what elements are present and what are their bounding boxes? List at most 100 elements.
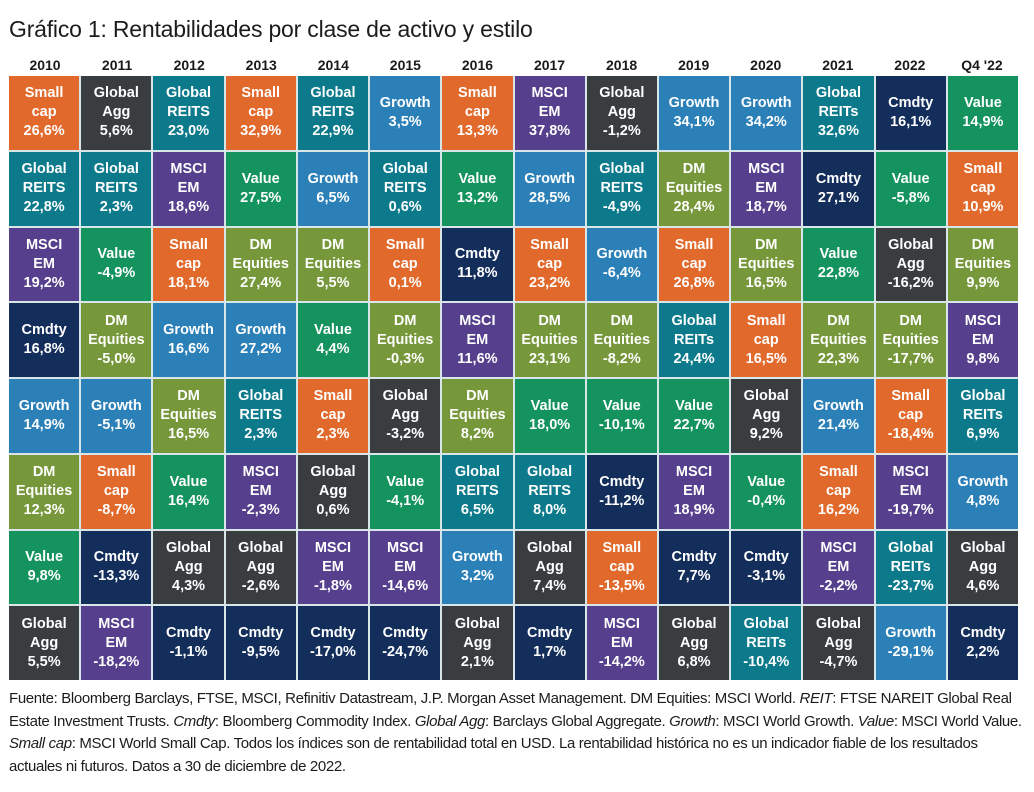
asset-label: Cmdty [21, 322, 67, 339]
return-cell: Growth 27,2% [225, 303, 296, 377]
asset-label: Value [458, 170, 497, 187]
return-cell: Global Agg 9,2% [731, 379, 802, 453]
return-cell: Value 13,2% [442, 151, 513, 226]
asset-label: Value [25, 549, 64, 566]
return-value: 18,9% [673, 502, 715, 519]
return-value: -3,1% [747, 568, 786, 585]
return-value: 2,3% [244, 426, 278, 443]
return-value: 16,2% [817, 502, 860, 519]
asset-label: Growth [813, 397, 864, 414]
return-value: -16,2% [887, 274, 934, 291]
return-cell: Global Agg 4,6% [947, 530, 1018, 605]
column-header: Q4 '22 [961, 57, 1003, 73]
return-value: 24,4% [673, 350, 715, 367]
return-value: -8,2% [602, 350, 641, 367]
asset-label: Cmdty [960, 625, 1006, 642]
return-value: 32,9% [240, 123, 282, 140]
asset-label: Global Agg [21, 615, 67, 651]
asset-label: Cmdty [671, 549, 717, 566]
asset-label: Global Agg [671, 615, 717, 651]
return-cell: Global Agg 6,8% [658, 606, 730, 680]
asset-label: Small cap [674, 236, 714, 272]
return-cell: MSCI EM -14,6% [370, 530, 441, 605]
asset-label: MSCI EM [748, 161, 785, 197]
return-cell: Value 27,5% [225, 151, 296, 226]
column-header: 2012 [173, 57, 205, 73]
return-value: -1,2% [602, 123, 641, 140]
return-value: 22,8% [23, 199, 65, 216]
asset-label: Cmdty [310, 625, 356, 642]
return-cell: Growth 34,1% [658, 76, 730, 150]
chart-title: Gráfico 1: Rentabilidades por clase de a… [9, 16, 533, 42]
return-value: 4,4% [316, 341, 350, 358]
asset-label: Value [241, 170, 280, 187]
return-cell: Growth 4,8% [947, 454, 1018, 529]
asset-label: DM Equities [15, 464, 73, 500]
asset-label: Value [602, 397, 641, 414]
asset-label: DM Equities [232, 236, 289, 272]
return-value: 6,8% [677, 653, 711, 670]
asset-label: Cmdty [165, 625, 212, 642]
return-value: -6,4% [602, 265, 641, 282]
return-value: -4,1% [386, 492, 425, 509]
return-value: 5,5% [27, 653, 61, 670]
asset-label: Small cap [963, 161, 1003, 197]
return-cell: Cmdty -1,1% [153, 606, 224, 680]
return-cell: Small cap -13,5% [586, 530, 657, 605]
return-cell: Global REITS 22,8% [9, 151, 80, 226]
return-value: 7,7% [677, 568, 711, 585]
return-value: -0,3% [386, 350, 425, 367]
return-cell: Small cap 26,8% [658, 227, 730, 302]
return-cell: Growth 16,6% [153, 303, 224, 377]
column-header: 2021 [822, 57, 854, 73]
return-value: 14,9% [962, 113, 1004, 130]
return-cell: MSCI EM 11,6% [442, 303, 513, 377]
asset-label: Global REITS [599, 161, 645, 197]
return-value: 34,2% [745, 113, 787, 130]
return-value: -8,7% [97, 502, 136, 519]
asset-label: Global REITS [382, 161, 428, 197]
asset-label: Value [97, 246, 136, 263]
return-cell: Value -4,9% [81, 227, 152, 302]
return-value: 0,6% [388, 199, 422, 216]
return-cell: Value 4,4% [297, 303, 369, 377]
return-cell: Global REITs 24,4% [658, 303, 730, 377]
return-cell: Global REITS 0,6% [370, 151, 441, 226]
return-cell: MSCI EM -14,2% [586, 606, 657, 680]
column-header: 2016 [461, 57, 494, 73]
return-value: 4,3% [172, 577, 206, 594]
return-value: -0,4% [747, 492, 786, 509]
return-cell: MSCI EM 18,9% [658, 454, 730, 529]
return-value: -5,1% [97, 416, 136, 433]
return-cell: DM Equities -0,3% [370, 303, 441, 377]
asset-label: Cmdty [382, 625, 428, 642]
return-cell: Global Agg -16,2% [875, 227, 946, 302]
return-cell: Global REITS 23,0% [153, 76, 224, 150]
return-cell: Growth 34,2% [731, 76, 802, 150]
return-value: 16,4% [167, 492, 210, 509]
asset-label: Global Agg [93, 85, 139, 121]
return-cell: DM Equities 5,5% [297, 227, 369, 302]
footnote-text: : Barclays Global Aggregate. [485, 712, 670, 730]
return-cell: Global REITS 2,3% [225, 379, 296, 453]
asset-label: Global REITS [93, 161, 139, 197]
return-value: 2,3% [316, 426, 350, 443]
return-cell: Small cap -18,4% [875, 379, 946, 453]
column-header: 2022 [894, 57, 926, 73]
return-cell: Value -10,1% [586, 379, 657, 453]
return-cell: Value 9,8% [9, 530, 80, 605]
return-value: -2,6% [241, 577, 280, 594]
asset-label: Small cap [385, 236, 425, 272]
column-header: 2020 [750, 57, 782, 73]
return-value: -3,2% [386, 426, 425, 443]
column-header: 2010 [29, 57, 61, 73]
source-footnote: Fuente: Bloomberg Barclays, FTSE, MSCI, … [9, 688, 1024, 778]
asset-label: Growth [668, 94, 720, 111]
asset-label: DM Equities [810, 312, 867, 348]
asset-label: Global Agg [382, 388, 428, 424]
column-header: 2019 [678, 57, 710, 73]
return-value: 5,6% [99, 123, 133, 140]
return-cell: Global Agg 4,3% [153, 530, 224, 605]
asset-label: Small cap [458, 85, 497, 121]
return-cell: Global REITs 32,6% [803, 76, 874, 150]
